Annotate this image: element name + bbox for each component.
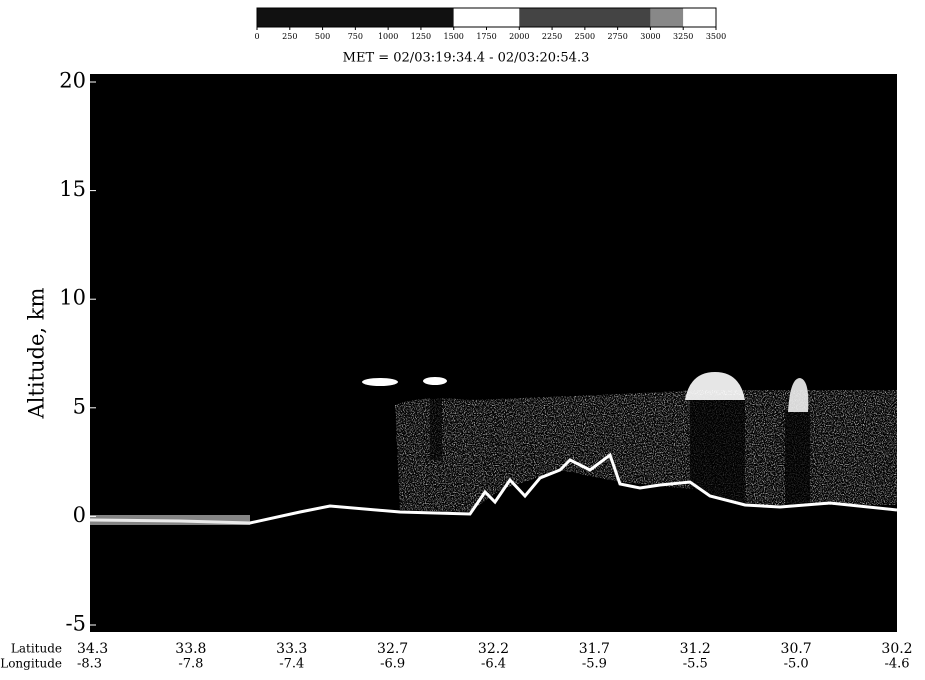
y-axis-label: Altitude, km	[25, 287, 49, 419]
shadow-column	[785, 410, 810, 505]
ground-return	[90, 515, 250, 525]
colorbar-tick-label: 1500	[444, 32, 464, 41]
x-tick-label: 30.2	[881, 641, 912, 657]
x-tick-label: 33.3	[276, 641, 307, 657]
shadow-column	[430, 380, 442, 460]
colorbar-tick-label: 2500	[575, 32, 595, 41]
chart-title: MET = 02/03:19:34.4 - 02/03:20:54.3	[343, 51, 590, 66]
cloud	[362, 378, 398, 386]
colorbar-segment	[683, 8, 716, 27]
x-tick-label: 33.8	[175, 641, 206, 657]
colorbar-tick-label: 3000	[640, 32, 660, 41]
x-tick-label: 34.3	[77, 641, 108, 657]
colorbar-tick-label: 3500	[706, 32, 726, 41]
x-tick-label: 30.7	[781, 641, 812, 657]
colorbar-tick-label: 250	[282, 32, 297, 41]
colorbar-tick-label: 1250	[411, 32, 431, 41]
colorbar-segment	[454, 8, 520, 27]
colorbar-tick-label: 0	[254, 32, 259, 41]
x-tick-label: 31.2	[680, 641, 711, 657]
colorbar-tick-label: 3250	[673, 32, 693, 41]
x-tick-label: -5.5	[683, 657, 708, 672]
x-row-name: Latitude	[11, 642, 62, 656]
chart: MET = 02/03:19:34.4 - 02/03:20:54.3 Alti…	[0, 0, 925, 680]
y-tick-label: 5	[73, 394, 86, 418]
x-tick-label: -5.0	[784, 657, 809, 672]
y-tick-label: 0	[73, 503, 86, 527]
colorbar-segment	[650, 8, 683, 27]
x-tick-label: 31.7	[579, 641, 610, 657]
colorbar-tick-label: 1000	[378, 32, 398, 41]
x-row-name: Longitude	[0, 657, 62, 671]
y-tick-label: 10	[59, 286, 86, 310]
x-tick-label: -8.3	[77, 657, 102, 672]
x-tick-label: 32.7	[377, 641, 408, 657]
x-tick-label: 32.2	[478, 641, 509, 657]
colorbar-tick-label: 1750	[476, 32, 496, 41]
x-tick-label: -7.8	[178, 657, 203, 672]
y-tick-label: 15	[59, 177, 86, 201]
colorbar-tick-label: 2000	[509, 32, 529, 41]
x-tick-label: -5.9	[582, 657, 607, 672]
y-tick-label: -5	[66, 612, 86, 636]
cloud	[423, 377, 447, 385]
colorbar-tick-label: 500	[315, 32, 330, 41]
colorbar-tick-label: 2750	[607, 32, 627, 41]
colorbar-tick-label: 750	[348, 32, 363, 41]
colorbar-segment	[257, 8, 454, 27]
colorbar-tick-label: 2250	[542, 32, 562, 41]
x-tick-label: -4.6	[884, 657, 909, 672]
x-tick-label: -7.4	[279, 657, 304, 672]
lidar-image	[90, 74, 897, 632]
x-tick-label: -6.4	[481, 657, 506, 672]
colorbar-segment	[519, 8, 650, 27]
x-tick-label: -6.9	[380, 657, 405, 672]
y-tick-label: 20	[59, 69, 86, 93]
